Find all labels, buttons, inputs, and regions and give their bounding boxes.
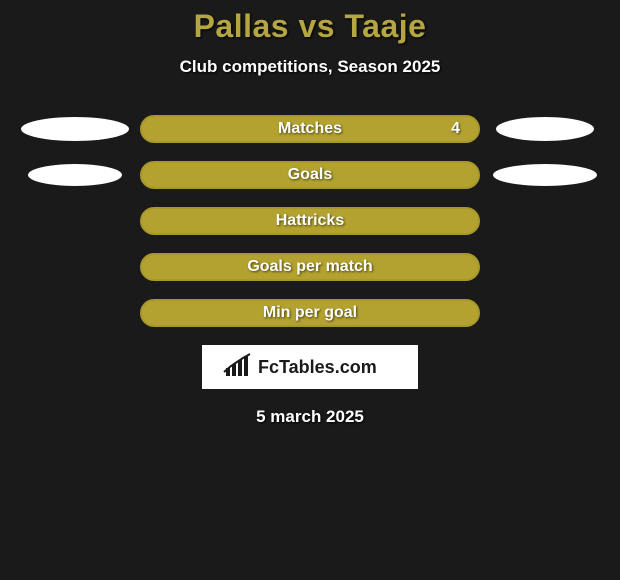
- left-ellipse: [28, 164, 122, 186]
- stat-bar: Matches 4: [140, 115, 480, 143]
- right-side: [480, 253, 610, 281]
- stat-bar: Hattricks: [140, 207, 480, 235]
- right-side: [480, 115, 610, 143]
- right-side: [480, 299, 610, 327]
- stat-label: Goals: [288, 166, 332, 184]
- logo-box: FcTables.com: [202, 345, 418, 389]
- left-side: [10, 253, 140, 281]
- stat-label: Min per goal: [263, 304, 357, 322]
- left-side: [10, 115, 140, 143]
- stat-bar: Min per goal: [140, 299, 480, 327]
- right-side: [480, 161, 610, 189]
- left-side: [10, 207, 140, 235]
- stat-row: Goals: [0, 161, 620, 189]
- stat-bar: Goals: [140, 161, 480, 189]
- stat-row: Goals per match: [0, 253, 620, 281]
- subtitle: Club competitions, Season 2025: [0, 57, 620, 77]
- fctables-logo: FcTables.com: [220, 352, 400, 382]
- stat-label: Hattricks: [276, 212, 344, 230]
- right-side: [480, 207, 610, 235]
- left-side: [10, 161, 140, 189]
- right-ellipse: [493, 164, 597, 186]
- left-ellipse: [21, 117, 129, 141]
- stat-bar: Goals per match: [140, 253, 480, 281]
- stat-label: Goals per match: [247, 258, 372, 276]
- date-line: 5 march 2025: [0, 407, 620, 427]
- left-side: [10, 299, 140, 327]
- stat-value: 4: [451, 120, 460, 138]
- stat-row: Matches 4: [0, 115, 620, 143]
- right-ellipse: [496, 117, 594, 141]
- stat-label: Matches: [278, 120, 342, 138]
- logo-text: FcTables.com: [258, 357, 377, 377]
- comparison-panel: Pallas vs Taaje Club competitions, Seaso…: [0, 0, 620, 427]
- stat-rows: Matches 4 Goals Hattricks Goals per match Min…: [0, 115, 620, 327]
- page-title: Pallas vs Taaje: [0, 8, 620, 45]
- stat-row: Hattricks: [0, 207, 620, 235]
- stat-row: Min per goal: [0, 299, 620, 327]
